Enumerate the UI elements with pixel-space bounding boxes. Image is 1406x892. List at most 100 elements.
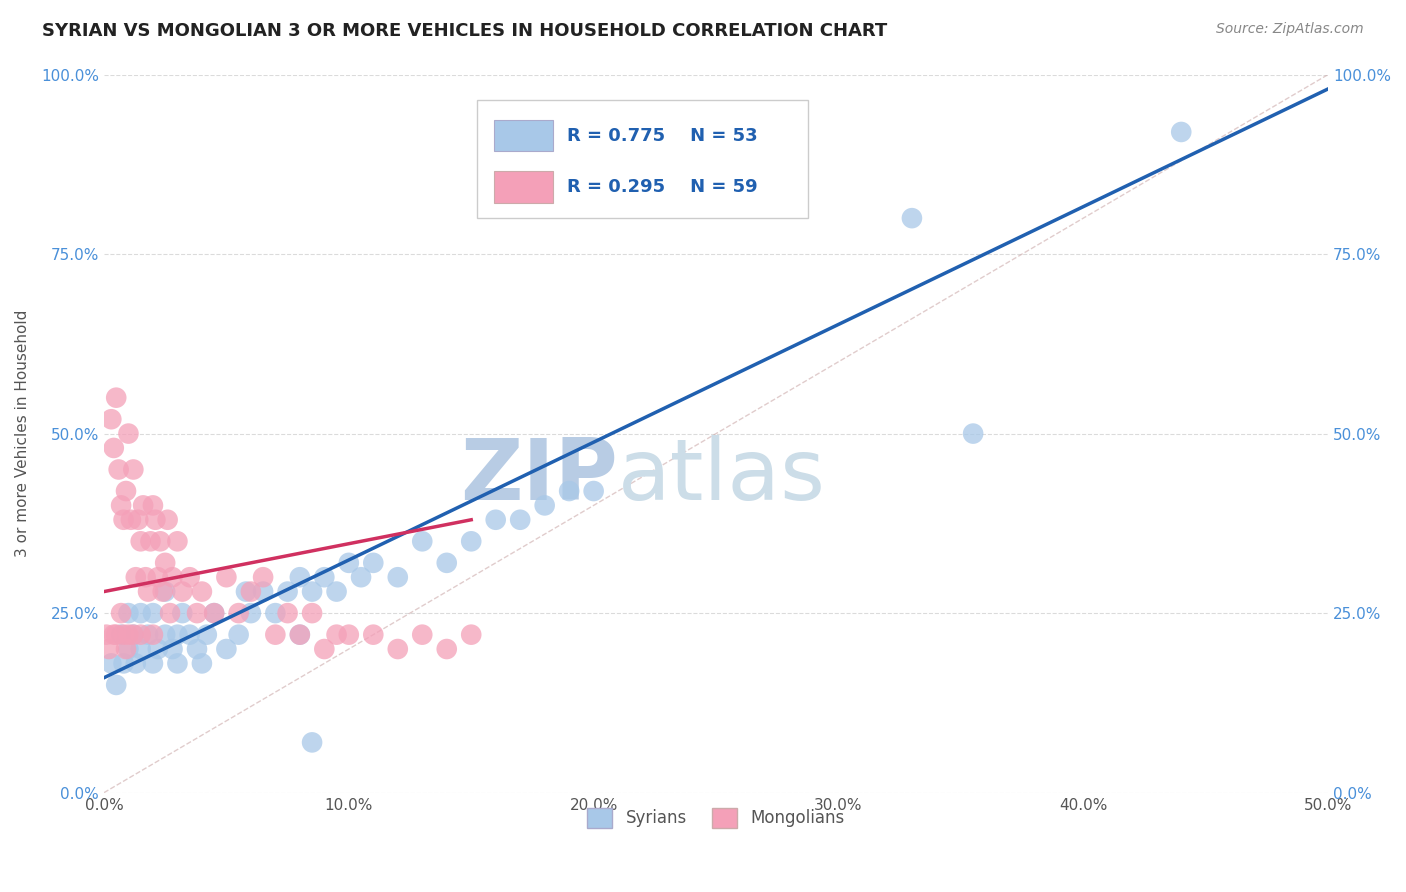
Point bbox=[172, 584, 194, 599]
Point bbox=[411, 534, 433, 549]
Point bbox=[252, 570, 274, 584]
Point bbox=[288, 570, 311, 584]
Point bbox=[96, 628, 118, 642]
Point bbox=[153, 628, 176, 642]
Point bbox=[325, 628, 347, 642]
Y-axis label: 3 or more Vehicles in Household: 3 or more Vehicles in Household bbox=[15, 310, 30, 558]
Point bbox=[100, 412, 122, 426]
Point bbox=[117, 642, 139, 657]
Point bbox=[127, 513, 149, 527]
Point bbox=[277, 584, 299, 599]
Point bbox=[387, 570, 409, 584]
Point bbox=[179, 570, 201, 584]
Point bbox=[136, 628, 159, 642]
Point bbox=[105, 628, 128, 642]
Point bbox=[361, 556, 384, 570]
Point bbox=[436, 556, 458, 570]
Point bbox=[460, 628, 482, 642]
Point bbox=[215, 570, 238, 584]
Point bbox=[239, 584, 262, 599]
Point bbox=[136, 584, 159, 599]
Point bbox=[129, 606, 152, 620]
Point bbox=[110, 628, 132, 642]
Point bbox=[1170, 125, 1192, 139]
Point bbox=[145, 513, 167, 527]
Point bbox=[97, 642, 120, 657]
Point bbox=[582, 483, 605, 498]
Point bbox=[228, 628, 250, 642]
Point bbox=[129, 628, 152, 642]
Point bbox=[179, 628, 201, 642]
Point bbox=[117, 606, 139, 620]
Point bbox=[125, 657, 148, 671]
Point bbox=[301, 584, 323, 599]
Point bbox=[117, 426, 139, 441]
Point bbox=[337, 628, 360, 642]
Point bbox=[122, 628, 145, 642]
Point bbox=[337, 556, 360, 570]
Point bbox=[112, 628, 135, 642]
Text: SYRIAN VS MONGOLIAN 3 OR MORE VEHICLES IN HOUSEHOLD CORRELATION CHART: SYRIAN VS MONGOLIAN 3 OR MORE VEHICLES I… bbox=[42, 22, 887, 40]
Point bbox=[105, 678, 128, 692]
Point bbox=[264, 628, 287, 642]
Point bbox=[235, 584, 257, 599]
Point bbox=[162, 570, 184, 584]
Point bbox=[301, 735, 323, 749]
Point bbox=[146, 570, 169, 584]
Point bbox=[325, 584, 347, 599]
Point bbox=[117, 628, 139, 642]
Point bbox=[152, 584, 174, 599]
Text: R = 0.775    N = 53: R = 0.775 N = 53 bbox=[567, 127, 758, 145]
Point bbox=[202, 606, 225, 620]
Point bbox=[107, 462, 129, 476]
FancyBboxPatch shape bbox=[495, 120, 553, 152]
Point bbox=[314, 642, 336, 657]
Point bbox=[186, 606, 208, 620]
Point bbox=[112, 657, 135, 671]
Legend: Syrians, Mongolians: Syrians, Mongolians bbox=[581, 801, 851, 835]
Text: ZIP: ZIP bbox=[460, 435, 619, 518]
Point bbox=[115, 483, 138, 498]
Point bbox=[122, 462, 145, 476]
Point bbox=[228, 606, 250, 620]
Point bbox=[215, 642, 238, 657]
Text: atlas: atlas bbox=[619, 435, 827, 518]
Point bbox=[139, 534, 162, 549]
Point bbox=[301, 606, 323, 620]
Point bbox=[239, 606, 262, 620]
Point bbox=[135, 570, 157, 584]
Point bbox=[277, 606, 299, 620]
Point bbox=[132, 499, 155, 513]
Point bbox=[110, 606, 132, 620]
Point bbox=[485, 513, 508, 527]
Point bbox=[159, 606, 181, 620]
Point bbox=[191, 584, 214, 599]
Point bbox=[120, 513, 142, 527]
Point bbox=[166, 628, 188, 642]
Point bbox=[105, 391, 128, 405]
Point bbox=[129, 642, 152, 657]
Point bbox=[509, 513, 531, 527]
Point bbox=[186, 642, 208, 657]
Point bbox=[288, 628, 311, 642]
Point bbox=[146, 642, 169, 657]
Point bbox=[156, 513, 179, 527]
Point bbox=[103, 628, 125, 642]
Point bbox=[153, 556, 176, 570]
Point bbox=[166, 657, 188, 671]
Point bbox=[142, 657, 165, 671]
Point bbox=[162, 642, 184, 657]
Point bbox=[195, 628, 218, 642]
Point bbox=[533, 499, 555, 513]
Text: R = 0.295    N = 59: R = 0.295 N = 59 bbox=[567, 178, 758, 196]
Text: Source: ZipAtlas.com: Source: ZipAtlas.com bbox=[1216, 22, 1364, 37]
FancyBboxPatch shape bbox=[495, 171, 553, 203]
Point bbox=[125, 570, 148, 584]
Point bbox=[172, 606, 194, 620]
Point bbox=[436, 642, 458, 657]
Point bbox=[142, 628, 165, 642]
Point bbox=[202, 606, 225, 620]
FancyBboxPatch shape bbox=[478, 100, 808, 219]
Point bbox=[962, 426, 984, 441]
Point bbox=[558, 483, 581, 498]
